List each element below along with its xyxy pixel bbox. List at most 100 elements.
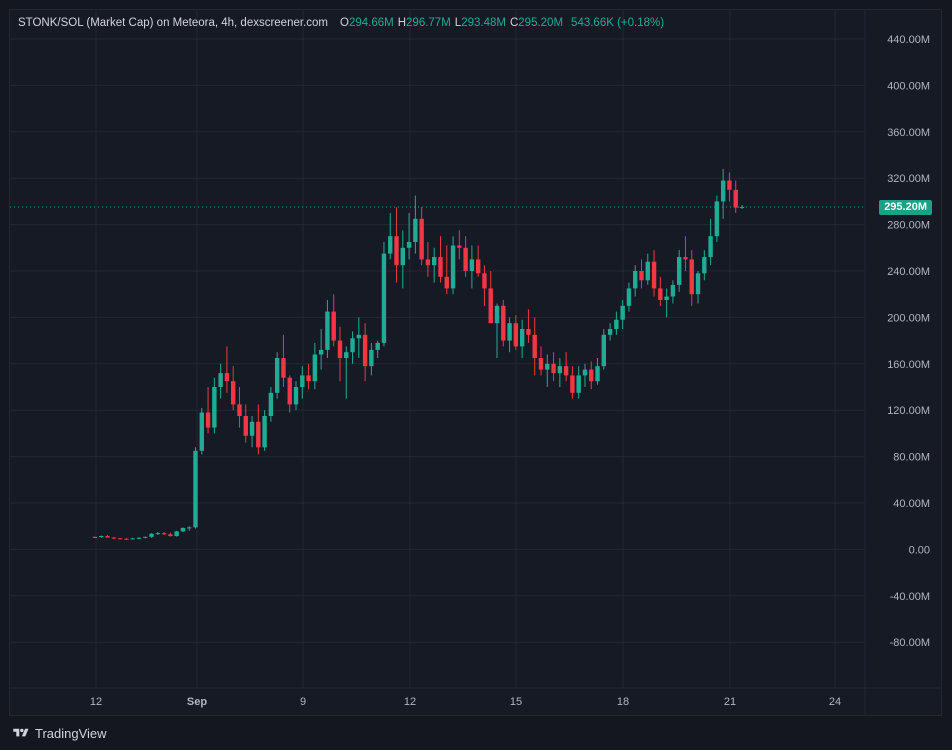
candle-body: [375, 342, 380, 350]
candle-body: [369, 349, 374, 367]
candle-body: [633, 271, 638, 289]
candle: [143, 536, 148, 539]
candle-body: [130, 538, 135, 540]
candle: [400, 230, 405, 289]
candle-body: [124, 538, 129, 540]
candle: [733, 180, 738, 213]
candle: [494, 303, 500, 358]
candle-body: [281, 358, 286, 378]
candle-body: [287, 377, 292, 405]
time-axis[interactable]: 12 Sep 9 12 15 18 21 24: [90, 696, 841, 708]
price-tick-label: 440.00M: [887, 34, 930, 46]
chart-grid: [10, 10, 941, 715]
candle-body: [494, 305, 500, 324]
candle: [187, 526, 192, 531]
candle: [350, 331, 355, 364]
price-tick-label: 40.00M: [893, 498, 930, 510]
candle-body: [720, 180, 726, 202]
candle: [312, 342, 318, 390]
price-tick-label: 320.00M: [887, 173, 930, 185]
candle: [224, 346, 230, 393]
candle: [475, 245, 481, 277]
candle: [714, 195, 720, 242]
candle-body: [344, 352, 349, 358]
high-value: 296.77M: [406, 17, 451, 29]
candle-body: [607, 329, 613, 335]
candle-body: [695, 273, 701, 295]
candle-body: [463, 247, 468, 271]
candle-body: [664, 296, 669, 300]
time-tick-label: Sep: [187, 696, 207, 708]
time-tick-label: 21: [724, 696, 736, 708]
candle: [117, 537, 123, 540]
candle-body: [651, 261, 657, 289]
close-value: 295.20M: [518, 17, 564, 29]
candle-body: [394, 236, 399, 266]
low-value: 293.48M: [461, 17, 506, 29]
high-key: H: [397, 17, 407, 29]
candle-body: [488, 288, 493, 324]
candle: [318, 329, 324, 370]
time-tick-label: 12: [404, 696, 416, 708]
candle-body: [262, 416, 267, 448]
price-tick-label: 160.00M: [887, 359, 930, 371]
candle-body: [482, 273, 487, 289]
candle: [570, 366, 575, 399]
candle: [168, 532, 173, 537]
candle-body: [658, 288, 663, 300]
candle: [249, 416, 255, 448]
candle-body: [249, 421, 255, 436]
candle: [545, 354, 550, 387]
candle: [620, 300, 625, 329]
candle-body: [111, 537, 117, 539]
candle: [193, 447, 198, 529]
candle-body: [161, 533, 167, 535]
candle-body: [689, 259, 694, 295]
candle-body: [193, 450, 198, 528]
candle-body: [589, 369, 594, 382]
tradingview-logo-icon: [13, 728, 29, 737]
candle-body: [356, 334, 362, 339]
candle: [287, 375, 292, 413]
candle-body: [576, 375, 581, 393]
candle: [720, 168, 726, 219]
candlestick-chart[interactable]: 440.00M400.00M360.00M320.00M280.00M240.0…: [10, 10, 942, 716]
footer-branding[interactable]: TradingView: [11, 724, 107, 742]
candle: [256, 404, 261, 455]
price-tick-label: -80.00M: [890, 637, 930, 649]
candle-body: [318, 349, 324, 355]
candle-body: [218, 373, 223, 387]
candle-body: [670, 284, 676, 297]
candle: [262, 410, 267, 451]
candle: [482, 265, 487, 306]
candle: [670, 280, 676, 304]
candle-body: [582, 369, 588, 376]
candle-body: [413, 218, 418, 242]
candle: [337, 326, 343, 382]
price-tick-label: 200.00M: [887, 312, 930, 324]
open-key: O: [340, 17, 349, 29]
candle: [589, 361, 594, 390]
candle: [375, 340, 380, 358]
candle: [268, 387, 274, 422]
candle: [626, 282, 632, 312]
candle: [645, 253, 650, 285]
price-axis[interactable]: 440.00M 400.00M 360.00M 320.00M 280.00M 240.0…: [887, 34, 930, 649]
candle: [237, 387, 242, 428]
candle: [488, 271, 493, 324]
low-key: L: [454, 17, 462, 29]
chart-panel[interactable]: 440.00M 400.00M 360.00M 320.00M 280.00M 240.0…: [9, 9, 942, 716]
candle-body: [149, 533, 154, 537]
candle: [199, 407, 204, 455]
candle-body: [325, 311, 330, 350]
candle-body: [155, 533, 161, 535]
candle-body: [136, 537, 142, 539]
candle-body: [626, 288, 632, 306]
candle: [695, 271, 701, 304]
candle-body: [551, 363, 556, 374]
price-tick-label: 0.00: [909, 544, 930, 556]
candle-body: [620, 305, 625, 320]
time-tick-label: 24: [829, 696, 841, 708]
symbol-title[interactable]: STONK/SOL (Market Cap) on Meteora, 4h, d…: [18, 17, 328, 29]
price-tick-label: -40.00M: [890, 591, 930, 603]
